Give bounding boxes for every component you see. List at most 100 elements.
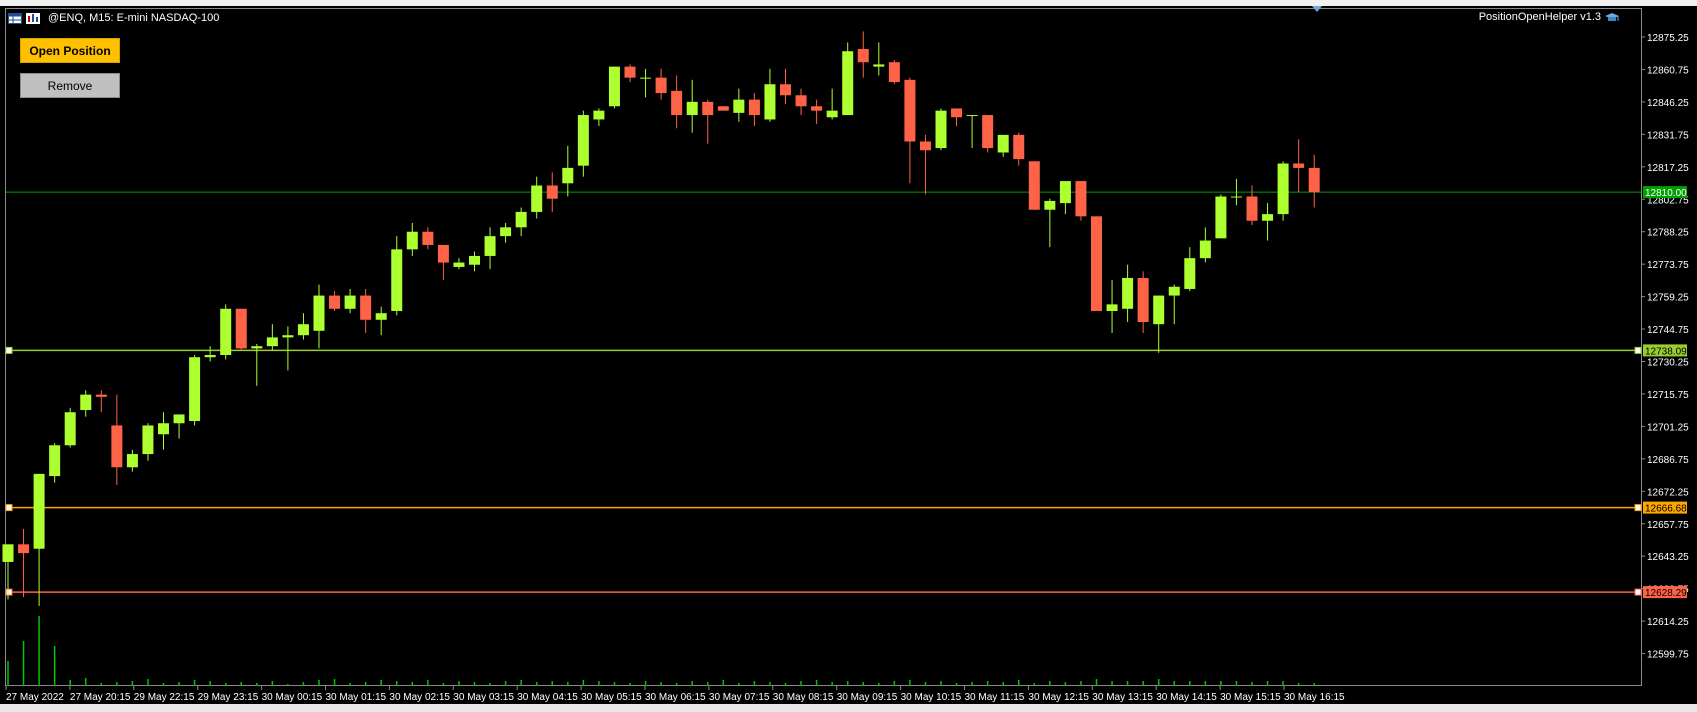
bull-candle [842, 51, 854, 116]
current-price-price-label: 12810.00 [1645, 188, 1687, 199]
stop-loss-level-price-label: 12628.29 [1645, 588, 1687, 599]
bear-candle [329, 295, 341, 309]
bull-candle [469, 255, 480, 265]
expert-advisor-label[interactable]: PositionOpenHelper v1.3 [1479, 11, 1619, 23]
bull-candle [282, 335, 294, 338]
y-tick-label: 12643.25 [1647, 552, 1689, 563]
bull-candle [826, 110, 838, 118]
x-tick-label: 30 May 00:15 [262, 692, 323, 703]
open-position-button[interactable]: Open Position [20, 38, 120, 63]
bear-candle [780, 84, 791, 96]
bull-candle [1122, 277, 1134, 309]
bull-candle [204, 355, 216, 358]
y-tick-label: 12875.25 [1647, 33, 1689, 44]
current-price-price-tag [1643, 186, 1687, 199]
bull-candle [966, 115, 978, 117]
x-tick-label: 27 May 2022 [6, 692, 64, 703]
bull-candle [531, 185, 543, 212]
bull-candle [608, 66, 620, 107]
x-tick-label: 30 May 08:15 [773, 692, 834, 703]
bear-candle [671, 90, 683, 116]
y-tick-label: 12672.25 [1647, 487, 1689, 498]
bull-candle [1184, 258, 1196, 289]
remove-button[interactable]: Remove [20, 73, 120, 98]
bull-candle [251, 346, 263, 349]
shift-marker-icon[interactable] [1312, 6, 1322, 12]
bear-candle [919, 141, 931, 151]
bear-candle [624, 66, 636, 78]
x-tick-label: 30 May 09:15 [837, 692, 898, 703]
bull-candle [1262, 214, 1274, 221]
window-top-strip [0, 0, 1697, 6]
bear-candle [702, 101, 714, 116]
y-tick-label: 12715.75 [1647, 390, 1689, 401]
y-tick-label: 12831.75 [1647, 130, 1689, 141]
bull-candle [593, 110, 605, 120]
entry-level-handle-left [5, 346, 13, 354]
y-tick-label: 12788.25 [1647, 228, 1689, 239]
bull-candle [313, 295, 325, 331]
bull-candle [33, 473, 45, 549]
bull-candle [764, 84, 776, 120]
bull-candle [1277, 163, 1289, 215]
bull-candle [1153, 295, 1165, 325]
bull-candle [375, 313, 387, 320]
take-profit-level-handle-left [5, 504, 13, 512]
bear-candle [1137, 277, 1149, 322]
bull-candle [997, 134, 1009, 153]
expert-name: PositionOpenHelper v1.3 [1478, 11, 1601, 23]
bull-candle [515, 211, 527, 228]
y-tick-label: 12744.75 [1647, 325, 1689, 336]
stop-loss-level-handle-right [1634, 588, 1642, 596]
bull-candle [142, 425, 154, 455]
y-tick-label: 12614.25 [1647, 617, 1689, 628]
x-tick-label: 29 May 23:15 [198, 692, 259, 703]
bull-candle [1199, 240, 1211, 259]
y-tick-label: 12860.75 [1647, 65, 1689, 76]
bull-candle [1168, 286, 1180, 296]
bull-candle [126, 454, 138, 468]
bear-candle [717, 106, 729, 111]
window-bottom-strip [0, 704, 1697, 712]
bull-candle [1106, 304, 1118, 311]
y-tick-label: 12773.75 [1647, 260, 1689, 271]
y-tick-label: 12657.75 [1647, 520, 1689, 531]
bear-candle [655, 77, 667, 94]
bull-candle [158, 423, 169, 435]
bear-candle [1091, 216, 1102, 311]
x-tick-label: 30 May 16:15 [1284, 692, 1345, 703]
bear-candle [1075, 181, 1087, 217]
x-tick-label: 30 May 01:15 [326, 692, 387, 703]
bull-candle [1230, 196, 1242, 198]
bear-candle [18, 544, 30, 554]
x-tick-label: 30 May 04:15 [517, 692, 578, 703]
bear-candle [235, 308, 247, 349]
bull-candle [577, 115, 589, 166]
bull-candle [686, 101, 698, 116]
bear-candle [1013, 134, 1025, 160]
bull-candle [344, 295, 356, 309]
take-profit-level-handle-right [1634, 504, 1642, 512]
bull-candle [733, 99, 745, 113]
bull-candle [2, 544, 14, 562]
x-tick-label: 30 May 10:15 [901, 692, 962, 703]
bull-candle [500, 227, 512, 237]
chart-icon [26, 12, 40, 24]
bear-candle [1308, 167, 1320, 193]
take-profit-level-price-label: 12666.68 [1645, 504, 1687, 515]
bear-candle [95, 394, 107, 397]
bear-candle [546, 185, 558, 199]
entry-level-handle-right [1634, 346, 1642, 354]
bear-candle [1028, 161, 1040, 210]
x-tick-label: 30 May 15:15 [1220, 692, 1281, 703]
y-tick-label: 12759.25 [1647, 293, 1689, 304]
x-tick-label: 30 May 13:15 [1092, 692, 1153, 703]
y-tick-label: 12730.25 [1647, 358, 1689, 369]
x-tick-label: 30 May 11:15 [965, 692, 1025, 703]
x-tick-label: 30 May 12:15 [1028, 692, 1089, 703]
bear-candle [795, 95, 807, 107]
entry-level-price-label: 12738.09 [1645, 346, 1687, 357]
bull-candle [484, 236, 496, 256]
y-tick-label: 12802.75 [1647, 195, 1689, 206]
